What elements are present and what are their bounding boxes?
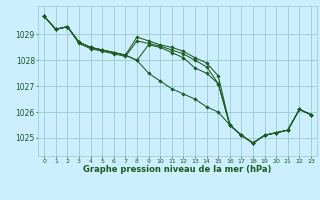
X-axis label: Graphe pression niveau de la mer (hPa): Graphe pression niveau de la mer (hPa)	[84, 165, 272, 174]
